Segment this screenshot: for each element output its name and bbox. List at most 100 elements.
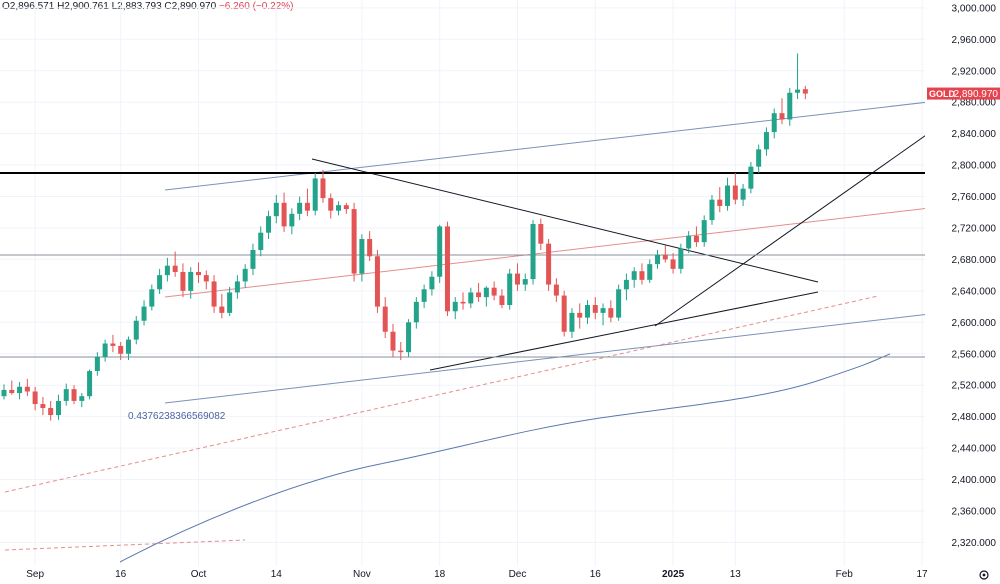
candle-body (79, 396, 85, 401)
y-tick-label: 2,960.000 (952, 35, 997, 46)
candle-body (157, 275, 163, 290)
candle-body (141, 306, 147, 321)
candle-body (686, 235, 692, 249)
candle-body (413, 301, 419, 323)
candle-body (180, 271, 186, 291)
candle-body (297, 202, 303, 214)
candle-body (693, 235, 699, 243)
symbol-tag-label: GOLD (929, 89, 955, 99)
channel-upper-line (164, 93, 999, 191)
settings-icon[interactable] (979, 570, 989, 580)
candle-body (577, 312, 583, 318)
y-tick-label: 2,640.000 (952, 286, 997, 297)
y-tick-label: 2,360.000 (952, 506, 997, 517)
y-tick-label: 2,880.000 (952, 98, 997, 109)
low-label: L (111, 1, 118, 12)
fib-label: 0.4376238366569082 (128, 411, 226, 422)
candle-body (592, 305, 598, 313)
candle-body (600, 308, 606, 313)
y-tick-label: 3,000.000 (952, 3, 997, 14)
candle-body (483, 287, 489, 298)
candle-body (522, 279, 528, 285)
candle-body (725, 185, 731, 206)
candle-body (374, 256, 380, 307)
candle-body (585, 305, 590, 318)
candle-body (748, 166, 754, 189)
candle-body (499, 295, 505, 306)
dashed-old-line (4, 539, 246, 551)
y-tick-label: 2,760.000 (952, 192, 997, 203)
candle-body (188, 271, 194, 291)
candle-body (336, 205, 342, 211)
candle-body (701, 220, 707, 243)
drawing-overlays (4, 93, 999, 563)
candle-body (507, 273, 513, 306)
candle-body (102, 343, 108, 357)
candle-body (312, 178, 318, 211)
candle-body (553, 284, 559, 296)
candle-body (55, 400, 61, 416)
trend-line-descending (311, 158, 819, 283)
candle-body (32, 391, 38, 405)
candle-body (125, 339, 131, 354)
y-tick-label: 2,400.000 (952, 475, 997, 486)
candle-body (1, 389, 7, 397)
candle-body (732, 185, 738, 200)
low-value: 2,883.793 (117, 1, 162, 12)
candle-body (227, 292, 233, 313)
last-price-label: 2,890.970 (954, 89, 999, 100)
candle-body (367, 238, 373, 257)
candle-body (242, 268, 248, 282)
candle-body (561, 295, 567, 332)
candle-body (802, 89, 808, 94)
candle-body (763, 132, 769, 150)
candle-body (273, 202, 279, 217)
candle-body (437, 226, 443, 277)
candle-body (250, 249, 256, 269)
candle-body (452, 301, 458, 312)
moving-average-line (119, 353, 891, 563)
candle-body (390, 331, 396, 351)
candle-body (569, 312, 575, 332)
candle-body (538, 224, 544, 244)
close-label: C (164, 1, 172, 12)
candles (1, 53, 808, 421)
candle-body (351, 209, 357, 274)
candle-body (17, 386, 23, 394)
candle-body (211, 281, 217, 307)
candle-body (647, 264, 653, 280)
candle-body (623, 279, 629, 290)
x-tick-label: 2025 (662, 569, 685, 580)
candle-body (530, 224, 536, 280)
candle-body (616, 289, 622, 318)
candle-body (219, 306, 225, 313)
high-value: 2,900.761 (64, 1, 109, 12)
candle-body (94, 356, 100, 372)
candle-body (172, 265, 178, 272)
candle-body (164, 265, 170, 276)
candle-body (740, 188, 746, 200)
time-axis[interactable]: Sep 16 Oct 14 Nov 18 Dec 16 2025 13 Feb 17 (0, 566, 928, 584)
candle-body (320, 178, 326, 199)
channel-lower-line (164, 305, 999, 404)
x-tick-label: 16 (115, 569, 127, 580)
trend-line-ascending (654, 113, 957, 327)
candle-body (343, 205, 349, 210)
candle-body (48, 407, 54, 416)
trend-line-lower-triangle (429, 291, 819, 371)
y-tick-label: 2,680.000 (952, 255, 997, 266)
ohlc-legend: O2,896.571 H2,900.761 L2,883.793 C2,890.… (2, 1, 293, 12)
candle-body (631, 271, 637, 280)
candle-body (709, 199, 715, 221)
candle-body (491, 287, 497, 296)
candle-body (281, 202, 287, 227)
candle-body (63, 389, 69, 401)
open-value: 2,896.571 (9, 1, 55, 12)
grid (0, 0, 925, 566)
x-tick-label: 16 (590, 569, 602, 580)
candle-body (304, 202, 310, 211)
candle-body (9, 389, 15, 394)
open-label: O (2, 1, 10, 12)
x-tick-label: Nov (353, 569, 371, 580)
